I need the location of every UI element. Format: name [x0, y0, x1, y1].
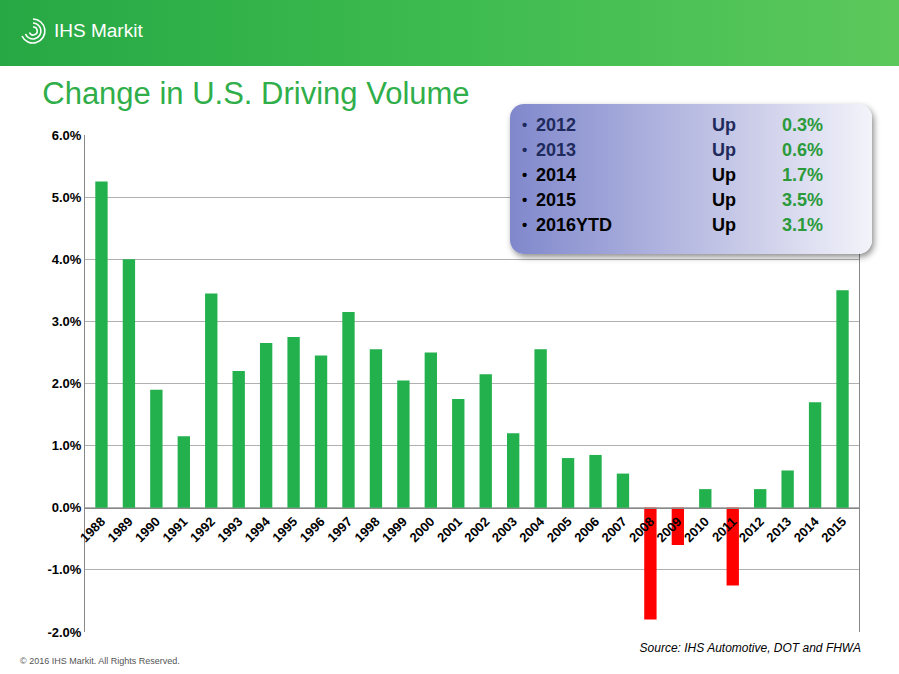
svg-text:1.0%: 1.0%: [52, 438, 82, 453]
svg-text:1997: 1997: [324, 514, 355, 545]
svg-text:4.0%: 4.0%: [52, 252, 82, 267]
svg-text:Change in U.S. Driving Volume: Change in U.S. Driving Volume: [42, 76, 469, 111]
svg-text:1988: 1988: [77, 514, 108, 545]
svg-text:1995: 1995: [269, 514, 300, 545]
svg-text:1992: 1992: [187, 514, 218, 545]
html-text:Up: Up: [712, 190, 736, 210]
html-text:Up: Up: [712, 165, 736, 185]
svg-text:2004: 2004: [516, 513, 548, 545]
html-text:Up: Up: [712, 115, 736, 135]
svg-text:-2.0%: -2.0%: [47, 625, 81, 640]
svg-text:2002: 2002: [461, 514, 492, 545]
html-text:0.3%: 0.3%: [782, 115, 823, 135]
html-text:3.1%: 3.1%: [782, 215, 823, 235]
svg-text:2012: 2012: [736, 514, 767, 545]
svg-text:-1.0%: -1.0%: [47, 562, 81, 577]
svg-text:2.0%: 2.0%: [52, 376, 82, 391]
svg-text:1991: 1991: [159, 514, 190, 545]
html-text:2014: 2014: [536, 165, 576, 185]
svg-text:2008: 2008: [626, 514, 657, 545]
svg-text:6.0%: 6.0%: [52, 128, 82, 143]
html-text:2013: 2013: [536, 140, 576, 160]
html-text:IHS Markit: IHS Markit: [54, 20, 143, 41]
svg-text:2006: 2006: [571, 514, 602, 545]
svg-text:2014: 2014: [791, 513, 823, 545]
svg-text:2000: 2000: [406, 514, 437, 545]
svg-text:0.0%: 0.0%: [52, 500, 82, 515]
svg-text:2005: 2005: [544, 514, 575, 545]
svg-text:1998: 1998: [352, 514, 383, 545]
svg-text:3.0%: 3.0%: [52, 314, 82, 329]
svg-text:1990: 1990: [132, 514, 163, 545]
svg-text:5.0%: 5.0%: [52, 190, 82, 205]
html-text:Up: Up: [712, 140, 736, 160]
svg-text:2007: 2007: [599, 514, 630, 545]
html-text:1.7%: 1.7%: [782, 165, 823, 185]
svg-text:1996: 1996: [297, 514, 328, 545]
svg-text:1999: 1999: [379, 514, 410, 545]
html-text:Up: Up: [712, 215, 736, 235]
svg-text:1993: 1993: [214, 514, 245, 545]
html-text:2015: 2015: [536, 190, 576, 210]
svg-text:2011: 2011: [709, 514, 740, 545]
svg-text:2010: 2010: [681, 514, 712, 545]
html-text:0.6%: 0.6%: [782, 140, 823, 160]
html-text:2016YTD: 2016YTD: [536, 215, 612, 235]
html-text:2012: 2012: [536, 115, 576, 135]
svg-text:2013: 2013: [763, 514, 794, 545]
html-text:3.5%: 3.5%: [782, 190, 823, 210]
svg-text:2003: 2003: [489, 514, 520, 545]
html-text:Source: IHS Automotive, DOT an: Source: IHS Automotive, DOT and FHWA: [639, 641, 861, 655]
svg-text:2009: 2009: [654, 514, 685, 545]
svg-text:1994: 1994: [242, 513, 274, 545]
svg-text:2001: 2001: [434, 514, 465, 545]
html-text:© 2016 IHS Markit. All Rights: © 2016 IHS Markit. All Rights Reserved.: [20, 656, 180, 666]
svg-text:2015: 2015: [818, 514, 849, 545]
svg-text:1989: 1989: [105, 514, 136, 545]
